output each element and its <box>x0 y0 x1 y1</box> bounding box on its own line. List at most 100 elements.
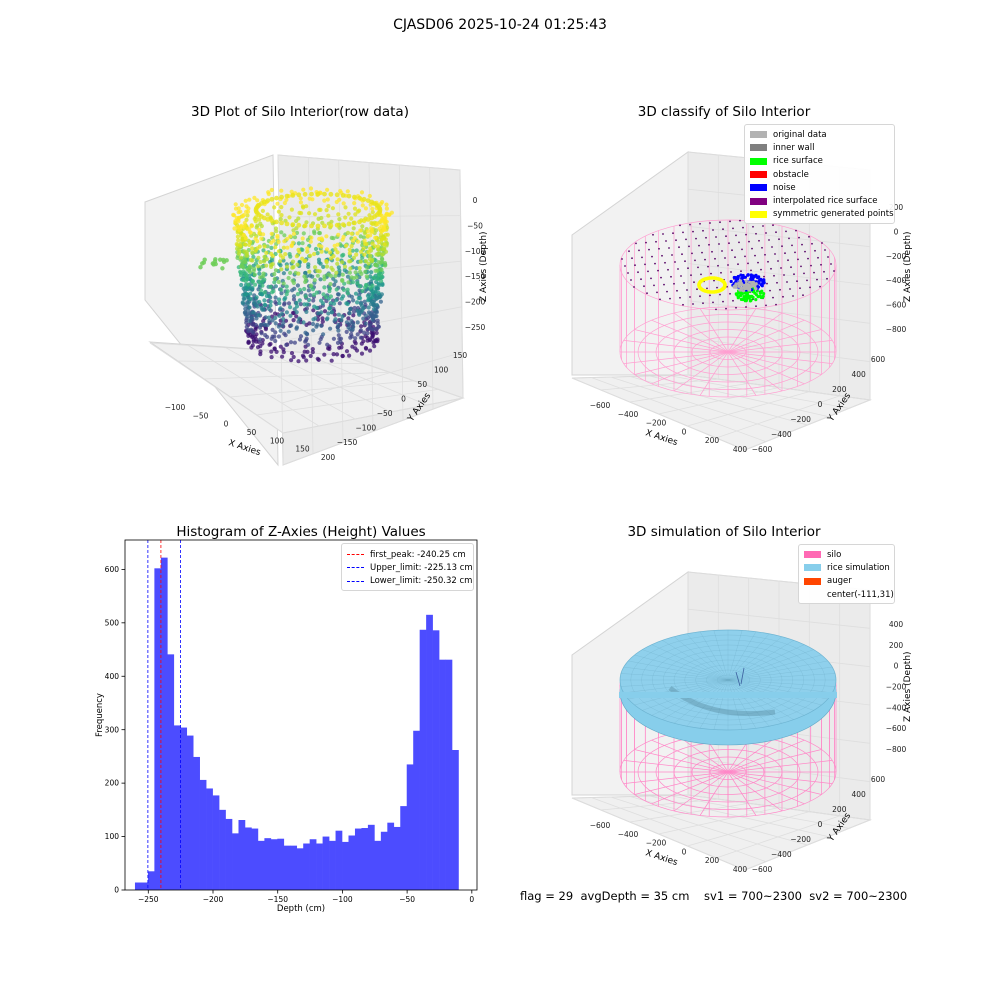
data-point <box>363 321 368 326</box>
data-point <box>279 291 284 296</box>
data-point <box>251 337 256 342</box>
interpolated-point <box>814 249 816 252</box>
z-tick-label: 400 <box>889 620 904 629</box>
interpolated-point <box>671 254 673 256</box>
grid-line <box>571 374 689 379</box>
data-point <box>346 211 351 216</box>
data-point <box>273 315 278 320</box>
data-point <box>284 221 290 227</box>
data-point <box>288 270 293 275</box>
panel1-xlabel: X Axies <box>227 438 262 458</box>
data-point <box>312 278 317 283</box>
data-point <box>262 259 267 264</box>
data-point <box>264 293 269 299</box>
data-point <box>290 259 296 264</box>
legend-item: Upper_limit: -225.13 cm <box>347 561 473 574</box>
noise-point <box>746 273 750 277</box>
interpolated-point <box>718 243 720 245</box>
legend-swatch <box>750 184 767 192</box>
x-tick-label: 200 <box>705 436 720 445</box>
y-tick-label: 500 <box>105 618 120 627</box>
interpolated-point <box>816 278 818 281</box>
data-point <box>318 207 323 212</box>
surface-mesh-spoke <box>662 640 729 681</box>
data-point <box>276 279 281 285</box>
data-point <box>312 212 318 217</box>
interpolated-point <box>739 219 741 222</box>
interpolated-point <box>682 303 684 306</box>
data-point <box>312 304 317 309</box>
y-tick-label: 300 <box>105 725 120 734</box>
panel1-panes <box>144 154 465 467</box>
surface-mesh-spoke <box>634 654 729 681</box>
data-point <box>358 228 363 233</box>
data-point <box>340 222 346 227</box>
histogram-bar <box>232 833 239 890</box>
data-point <box>357 312 362 317</box>
data-point <box>246 340 251 345</box>
y-tick-label: 150 <box>453 351 468 360</box>
silo-floor-spoke <box>634 749 729 773</box>
x-tick-label: 400 <box>733 445 748 454</box>
data-point <box>365 265 370 270</box>
data-point <box>325 197 330 202</box>
data-point <box>372 311 377 316</box>
data-point <box>375 222 380 227</box>
data-point <box>331 352 336 357</box>
legend-item: first_peak: -240.25 cm <box>347 548 468 561</box>
data-point <box>290 310 296 316</box>
data-point <box>352 206 358 211</box>
silo-floor-spoke <box>699 771 729 816</box>
data-point <box>336 232 341 237</box>
data-point <box>362 299 367 304</box>
data-point <box>297 337 303 342</box>
data-point <box>235 234 240 239</box>
interpolated-point <box>688 245 690 248</box>
reference-lines <box>147 540 181 890</box>
data-point <box>336 212 341 217</box>
data-point <box>379 267 384 272</box>
data-point <box>324 259 329 264</box>
data-point <box>273 284 278 289</box>
data-point <box>363 345 368 351</box>
panel2-title: 3D classify of Silo Interior <box>637 104 811 120</box>
z-tick-label: −50 <box>467 221 483 230</box>
histogram-bar <box>387 822 395 890</box>
interpolated-point <box>720 271 722 274</box>
surface-mesh-spoke <box>623 666 729 681</box>
histogram-bar <box>342 841 349 890</box>
legend-swatch <box>750 144 767 152</box>
interpolated-point <box>693 281 695 284</box>
data-point <box>325 316 330 321</box>
data-point <box>317 236 322 241</box>
rice-surface-point <box>751 295 755 299</box>
interpolated-point <box>741 248 743 251</box>
data-point <box>257 231 262 236</box>
data-point <box>342 264 348 269</box>
data-point <box>258 337 263 342</box>
silo-floor-spoke <box>623 760 729 773</box>
data-point <box>362 238 367 243</box>
data-point <box>306 297 312 303</box>
silo-floor-spoke <box>673 312 729 353</box>
grid-line <box>338 159 344 443</box>
data-point <box>345 287 350 292</box>
data-point <box>334 222 340 228</box>
data-point <box>355 281 360 286</box>
data-point <box>375 268 380 273</box>
silo-floor-spoke <box>651 351 729 385</box>
surface-mesh-spoke <box>727 679 833 694</box>
histogram-bar <box>219 809 226 890</box>
data-point <box>292 340 297 345</box>
data-point <box>260 341 265 346</box>
data-point <box>236 238 241 243</box>
y-tick-label: 0 <box>114 886 119 895</box>
interpolated-point <box>772 224 774 227</box>
interpolated-point <box>655 240 657 243</box>
data-point <box>315 273 320 278</box>
grid-line <box>149 342 284 434</box>
data-point <box>359 324 364 329</box>
data-point <box>382 227 387 232</box>
data-point <box>373 235 378 240</box>
data-point <box>294 325 299 330</box>
